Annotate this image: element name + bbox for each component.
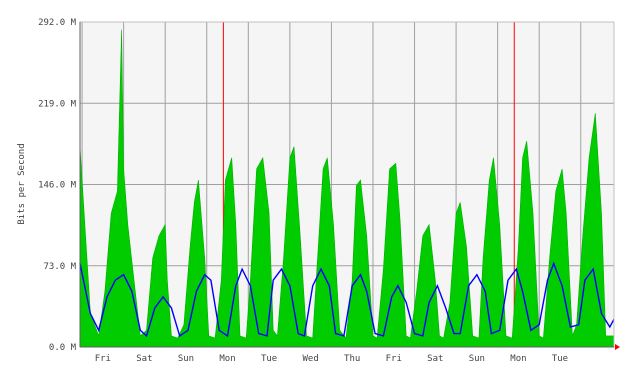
y-tick-label: 0.0 M <box>49 343 77 353</box>
avg-traffic-line <box>79 261 615 338</box>
x-tick-label: Fri <box>386 354 402 364</box>
x-tick-label: Wed <box>303 354 319 364</box>
x-tick-label: Tue <box>261 354 277 364</box>
y-axis-label: Bits per Second <box>17 143 27 224</box>
y-tick-label: 146.0 M <box>38 181 77 191</box>
x-tick-label: Mon <box>510 354 526 364</box>
y-tick-label: 73.0 M <box>43 262 76 272</box>
series-layer <box>79 29 615 348</box>
x-tick-label: Fri <box>95 354 111 364</box>
x-tick-label: Sun <box>178 354 194 364</box>
x-tick-label: Thu <box>344 354 360 364</box>
x-tick-label: Sat <box>427 354 443 364</box>
y-tick-label: 219.0 M <box>38 99 77 109</box>
max-traffic-area <box>79 29 615 348</box>
x-tick-label: Tue <box>552 354 568 364</box>
axes: 0.0 M 73.0 M 146.0 M 219.0 M 292.0 M Fri Sat Su… <box>38 18 620 364</box>
y-tick-label: 292.0 M <box>38 18 77 28</box>
x-axis-arrow-icon <box>615 344 620 350</box>
x-tick-label: Sun <box>469 354 485 364</box>
x-tick-label: Mon <box>219 354 235 364</box>
x-tick-label: Sat <box>136 354 152 364</box>
